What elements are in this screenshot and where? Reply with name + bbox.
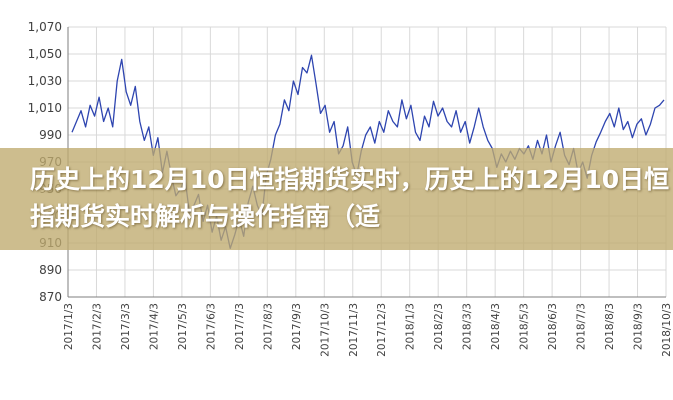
x-tick-label: 2018/2/3	[433, 303, 445, 350]
x-tick-label: 2017/4/3	[148, 303, 160, 350]
y-tick-label: 890	[39, 263, 62, 277]
x-tick-label: 2018/6/3	[547, 303, 559, 350]
x-tick-label: 2017/6/3	[205, 303, 217, 350]
title-banner: 历史上的12月10日恒指期货实时，历史上的12月10日恒指期货实时解析与操作指南…	[0, 148, 673, 250]
x-tick-label: 2018/9/3	[633, 303, 645, 350]
y-tick-label: 990	[39, 128, 62, 142]
y-tick-label: 1,010	[28, 101, 62, 115]
y-tick-label: 1,070	[28, 20, 62, 34]
y-tick-label: 870	[39, 290, 62, 304]
x-tick-label: 2018/4/3	[490, 303, 502, 350]
x-tick-label: 2017/11/3	[348, 303, 360, 357]
x-tick-label: 2017/8/3	[262, 303, 274, 350]
x-tick-label: 2017/2/3	[91, 303, 103, 350]
x-tick-label: 2017/5/3	[177, 303, 189, 350]
x-tick-label: 2018/10/3	[661, 303, 673, 357]
x-tick-label: 2018/5/3	[519, 303, 531, 350]
y-tick-label: 1,030	[28, 74, 62, 88]
x-tick-label: 2017/1/3	[63, 303, 75, 350]
x-tick-label: 2018/3/3	[462, 303, 474, 350]
x-tick-label: 2017/10/3	[319, 303, 331, 357]
x-tick-label: 2017/9/3	[291, 303, 303, 350]
x-tick-label: 2018/7/3	[576, 303, 588, 350]
x-tick-label: 2017/12/3	[376, 303, 388, 357]
y-tick-label: 1,050	[28, 47, 62, 61]
x-tick-label: 2017/7/3	[234, 303, 246, 350]
page-title: 历史上的12月10日恒指期货实时，历史上的12月10日恒指期货实时解析与操作指南…	[30, 165, 670, 231]
x-tick-label: 2018/8/3	[604, 303, 616, 350]
x-tick-label: 2018/1/3	[405, 303, 417, 350]
x-tick-label: 2017/3/3	[120, 303, 132, 350]
